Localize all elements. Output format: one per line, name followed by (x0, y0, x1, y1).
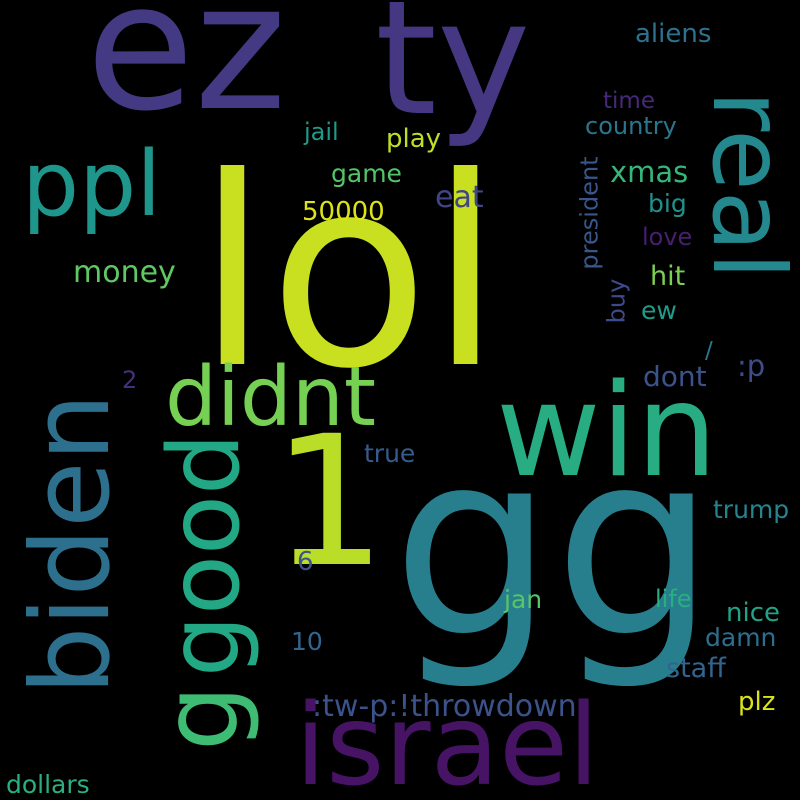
word-plz: plz (738, 687, 776, 717)
word-president: president (575, 156, 604, 270)
word-didnt: didnt (165, 350, 377, 445)
word-buy: buy (602, 278, 631, 324)
word-xmas: xmas (610, 155, 689, 189)
word-lol: lol (196, 121, 502, 426)
word-slash: / (705, 338, 713, 364)
word-eat: eat (435, 180, 484, 215)
word-50000: 50000 (302, 197, 385, 227)
word-biden: biden (9, 392, 135, 696)
word-israel: israel (295, 681, 600, 800)
word-jail: jail (304, 118, 339, 146)
word-g: g (140, 684, 263, 752)
word-gg: gg (392, 397, 716, 694)
word-country: country (585, 112, 677, 140)
word-hit: hit (650, 261, 686, 292)
word-colon-p: :p (737, 349, 766, 383)
word-throwdown: :tw-p:!throwdown (312, 689, 577, 724)
word-aliens: aliens (635, 19, 712, 49)
word-big: big (648, 189, 687, 218)
word-ez: ez (86, 0, 287, 150)
word-2: 2 (122, 366, 138, 394)
word-nice: nice (726, 598, 780, 628)
word-jan: jan (504, 585, 543, 614)
word-life: life (655, 585, 692, 613)
word-win: win (496, 357, 718, 506)
word-ppl: ppl (22, 132, 162, 237)
word-6: 6 (297, 547, 314, 577)
word-love: love (642, 223, 693, 251)
word-dont: dont (643, 360, 707, 393)
word-ew: ew (641, 296, 677, 325)
word-play: play (386, 124, 442, 154)
word-staff: staff (666, 653, 726, 684)
word-real: real (689, 90, 800, 280)
word-1: 1 (272, 398, 387, 607)
word-game: game (331, 159, 402, 188)
word-trump: trump (713, 495, 790, 524)
word-dollars: dollars (6, 770, 90, 799)
word-money: money (73, 255, 176, 290)
word-good: good (148, 432, 263, 678)
word-10: 10 (291, 627, 323, 656)
word-true: true (364, 439, 416, 468)
word-ty: ty (375, 0, 531, 151)
word-time: time (603, 88, 655, 114)
word-damn: damn (705, 623, 777, 652)
